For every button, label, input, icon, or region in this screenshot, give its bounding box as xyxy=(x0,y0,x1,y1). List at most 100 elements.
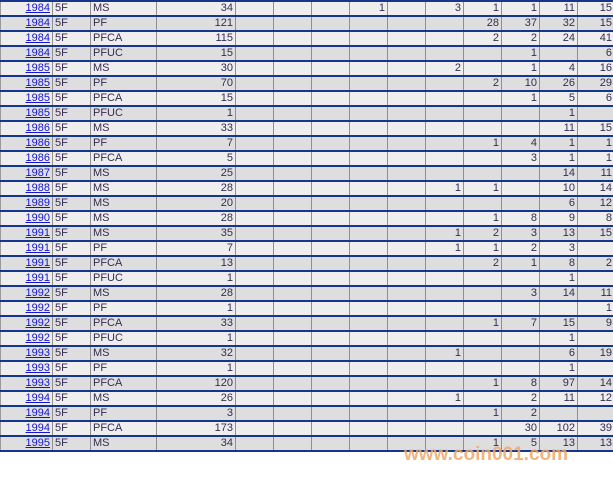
cell-year[interactable]: 1991 xyxy=(0,226,53,242)
cell-total: 1 xyxy=(156,361,236,377)
cell-year[interactable]: 1985 xyxy=(0,61,53,77)
year-link[interactable]: 1994 xyxy=(25,392,50,404)
cell-grade: MS xyxy=(90,196,157,212)
cell-g9: 97 xyxy=(539,376,578,392)
cell-g9: 9 xyxy=(539,211,578,227)
year-link[interactable]: 1986 xyxy=(25,137,50,149)
cell-service: 5F xyxy=(52,226,91,242)
cell-year[interactable]: 1985 xyxy=(0,106,53,122)
cell-year[interactable]: 1986 xyxy=(0,151,53,167)
year-link[interactable]: 1985 xyxy=(25,107,50,119)
cell-year[interactable]: 1984 xyxy=(0,46,53,62)
cell-g8: 5 xyxy=(501,436,540,452)
year-link[interactable]: 1990 xyxy=(25,212,50,224)
cell-g3 xyxy=(311,196,350,212)
year-link[interactable]: 1987 xyxy=(25,167,50,179)
cell-g7: 1 xyxy=(463,241,502,257)
cell-g5 xyxy=(387,91,426,107)
cell-year[interactable]: 1992 xyxy=(0,331,53,347)
year-link[interactable]: 1991 xyxy=(25,257,50,269)
cell-g3 xyxy=(311,421,350,437)
year-link[interactable]: 1993 xyxy=(25,362,50,374)
cell-year[interactable]: 1993 xyxy=(0,346,53,362)
cell-grade: PF xyxy=(90,76,157,92)
year-link[interactable]: 1993 xyxy=(25,347,50,359)
cell-g8 xyxy=(501,166,540,182)
year-link[interactable]: 1986 xyxy=(25,122,50,134)
year-link[interactable]: 1992 xyxy=(25,287,50,299)
year-link[interactable]: 1995 xyxy=(25,437,50,449)
year-link[interactable]: 1991 xyxy=(25,227,50,239)
cell-year[interactable]: 1994 xyxy=(0,421,53,437)
cell-year[interactable]: 1991 xyxy=(0,271,53,287)
cell-g4 xyxy=(349,301,388,317)
cell-year[interactable]: 1990 xyxy=(0,211,53,227)
year-link[interactable]: 1984 xyxy=(25,32,50,44)
year-link[interactable]: 1984 xyxy=(25,17,50,29)
year-link[interactable]: 1985 xyxy=(25,77,50,89)
population-report-table: 19845FMS3413111115219845FPF1212837321572… xyxy=(0,0,613,452)
year-link[interactable]: 1984 xyxy=(25,2,50,14)
year-link[interactable]: 1988 xyxy=(25,182,50,194)
cell-year[interactable]: 1991 xyxy=(0,256,53,272)
cell-g8: 2 xyxy=(501,406,540,422)
year-link[interactable]: 1992 xyxy=(25,317,50,329)
cell-year[interactable]: 1989 xyxy=(0,196,53,212)
cell-year[interactable]: 1986 xyxy=(0,136,53,152)
cell-service: 5F xyxy=(52,151,91,167)
cell-g7 xyxy=(463,106,502,122)
cell-grade: PFUC xyxy=(90,271,157,287)
cell-service: 5F xyxy=(52,376,91,392)
year-link[interactable]: 1991 xyxy=(25,272,50,284)
cell-year[interactable]: 1985 xyxy=(0,91,53,107)
cell-g4 xyxy=(349,61,388,77)
cell-year[interactable]: 1993 xyxy=(0,376,53,392)
cell-g2 xyxy=(273,361,312,377)
year-link[interactable]: 1992 xyxy=(25,332,50,344)
cell-year[interactable]: 1986 xyxy=(0,121,53,137)
year-link[interactable]: 1994 xyxy=(25,407,50,419)
cell-g6: 2 xyxy=(425,61,464,77)
cell-g10: 13 xyxy=(577,436,613,452)
cell-g4 xyxy=(349,181,388,197)
cell-g10 xyxy=(577,361,613,377)
cell-g2 xyxy=(273,301,312,317)
year-link[interactable]: 1994 xyxy=(25,422,50,434)
cell-year[interactable]: 1985 xyxy=(0,76,53,92)
cell-g4 xyxy=(349,136,388,152)
year-link[interactable]: 1986 xyxy=(25,152,50,164)
year-link[interactable]: 1991 xyxy=(25,242,50,254)
year-link[interactable]: 1993 xyxy=(25,377,50,389)
year-link[interactable]: 1984 xyxy=(25,47,50,59)
cell-year[interactable]: 1984 xyxy=(0,16,53,32)
cell-year[interactable]: 1992 xyxy=(0,286,53,302)
year-link[interactable]: 1985 xyxy=(25,62,50,74)
cell-g1 xyxy=(235,241,274,257)
cell-year[interactable]: 1993 xyxy=(0,361,53,377)
cell-year[interactable]: 1991 xyxy=(0,241,53,257)
cell-year[interactable]: 1988 xyxy=(0,181,53,197)
cell-year[interactable]: 1984 xyxy=(0,1,53,17)
cell-year[interactable]: 1994 xyxy=(0,406,53,422)
cell-g9: 13 xyxy=(539,226,578,242)
cell-year[interactable]: 1987 xyxy=(0,166,53,182)
cell-year[interactable]: 1994 xyxy=(0,391,53,407)
cell-g3 xyxy=(311,76,350,92)
cell-g6 xyxy=(425,106,464,122)
cell-g1 xyxy=(235,346,274,362)
cell-g8 xyxy=(501,271,540,287)
cell-total: 28 xyxy=(156,211,236,227)
cell-year[interactable]: 1992 xyxy=(0,301,53,317)
cell-year[interactable]: 1992 xyxy=(0,316,53,332)
cell-g10 xyxy=(577,406,613,422)
cell-total: 30 xyxy=(156,61,236,77)
cell-year[interactable]: 1995 xyxy=(0,436,53,452)
cell-service: 5F xyxy=(52,361,91,377)
year-link[interactable]: 1989 xyxy=(25,197,50,209)
year-link[interactable]: 1992 xyxy=(25,302,50,314)
cell-g1 xyxy=(235,316,274,332)
cell-year[interactable]: 1984 xyxy=(0,31,53,47)
year-link[interactable]: 1985 xyxy=(25,92,50,104)
cell-service: 5F xyxy=(52,31,91,47)
cell-g3 xyxy=(311,436,350,452)
